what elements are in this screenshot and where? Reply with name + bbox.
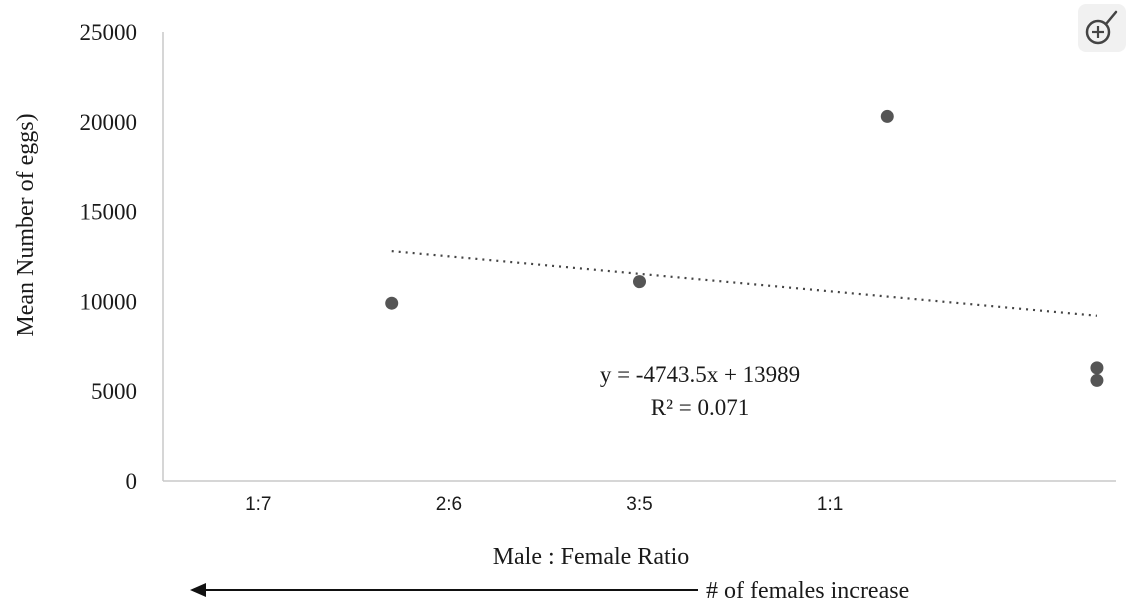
y-tick-label: 0 [126,469,138,494]
arrow-head [190,583,206,597]
x-tick-label: 3:5 [626,494,652,515]
zoom-button[interactable] [1078,4,1126,52]
data-point [1090,361,1104,375]
x-tick-label: 1:1 [817,494,843,515]
data-points [385,109,1104,387]
zoom-in-icon [1085,10,1118,45]
y-tick-label: 5000 [91,379,137,404]
trendline [391,250,1098,317]
y-axis-title: Mean Number of eggs) [13,113,39,336]
data-point [385,296,399,310]
females-increase-arrow [190,583,698,597]
y-tick-labels: 0 5000 10000 15000 20000 25000 [80,20,138,494]
y-tick-label: 15000 [80,200,138,225]
y-tick-label: 10000 [80,289,138,314]
data-point [1090,373,1104,387]
y-tick-label: 20000 [80,110,138,135]
data-point [880,109,894,123]
x-tick-labels: 1:7 2:6 3:5 1:1 [245,494,843,515]
r-squared-label: R² = 0.071 [651,395,749,420]
arrow-label: # of females increase [706,578,909,604]
data-point [633,275,646,289]
y-tick-label: 25000 [80,20,138,45]
trendline-equation: y = -4743.5x + 13989 [600,362,800,387]
x-axis-title: Male : Female Ratio [493,544,690,570]
x-tick-label: 1:7 [245,494,271,515]
x-tick-label: 2:6 [436,494,462,515]
